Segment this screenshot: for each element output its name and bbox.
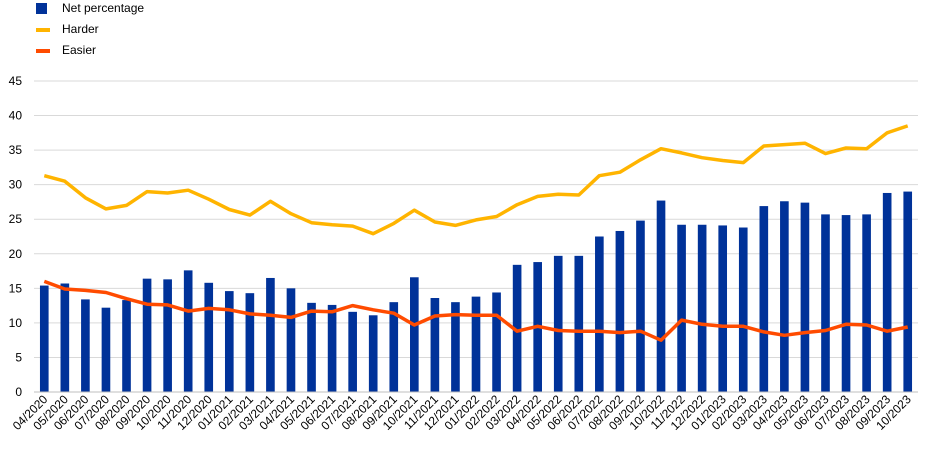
bar-net-percentage	[245, 293, 255, 392]
bar-net-percentage	[39, 285, 49, 392]
bar-net-percentage	[800, 202, 810, 392]
bar-net-percentage	[451, 302, 460, 392]
bar-net-percentage	[677, 224, 686, 392]
bar-net-percentage	[780, 201, 789, 392]
bar-net-percentage	[122, 300, 131, 392]
bar-net-percentage	[410, 277, 419, 392]
legend-swatch-easier	[36, 49, 50, 53]
y-tick-label: 40	[9, 109, 23, 123]
y-tick-label: 0	[15, 385, 22, 399]
x-axis-ticks: 04/202005/202006/202007/202008/202009/20…	[10, 392, 914, 433]
bar-net-percentage	[718, 225, 728, 392]
line-easier	[43, 279, 909, 342]
legend-swatch-harder	[36, 28, 50, 32]
bar-net-percentage	[471, 296, 481, 392]
bar-net-percentage	[697, 224, 707, 392]
legend-label-harder: Harder	[62, 22, 99, 36]
bar-net-percentage	[204, 282, 214, 392]
bar-net-percentage	[882, 192, 892, 392]
bar-net-percentage	[286, 288, 296, 392]
bar-net-percentage	[636, 220, 645, 392]
bar-net-percentage	[903, 191, 913, 392]
legend-label-net-percentage: Net percentage	[62, 1, 145, 15]
legend-label-easier: Easier	[62, 43, 97, 57]
bar-net-percentage	[738, 227, 748, 392]
bar-net-percentage	[389, 302, 399, 392]
bar-series	[39, 191, 913, 392]
bar-net-percentage	[348, 311, 357, 392]
y-tick-label: 45	[9, 74, 23, 88]
y-tick-label: 25	[9, 212, 23, 226]
bar-net-percentage	[574, 255, 584, 392]
y-tick-label: 10	[9, 316, 23, 330]
y-tick-label: 15	[9, 281, 23, 295]
line-series	[34, 124, 918, 393]
bar-net-percentage	[307, 302, 316, 392]
bar-net-percentage	[266, 277, 275, 392]
bar-net-percentage	[841, 215, 851, 392]
bar-net-percentage	[60, 283, 70, 392]
bar-net-percentage	[81, 299, 90, 392]
bar-net-percentage	[821, 214, 830, 392]
bar-net-percentage	[101, 307, 111, 392]
bar-net-percentage	[595, 236, 604, 392]
y-tick-label: 20	[9, 247, 23, 261]
bar-net-percentage	[430, 298, 440, 392]
bar-net-percentage	[163, 279, 172, 392]
bar-net-percentage	[142, 278, 152, 392]
bar-net-percentage	[615, 230, 625, 392]
y-axis-ticks: 0 5 10 15 20 25 30 35 40 45	[9, 74, 23, 399]
bar-net-percentage	[368, 315, 378, 392]
y-tick-label: 35	[9, 143, 23, 157]
y-tick-label: 5	[15, 350, 22, 364]
bar-net-percentage	[327, 304, 337, 392]
bar-net-percentage	[512, 264, 522, 392]
bar-net-percentage	[759, 206, 769, 392]
bar-net-percentage	[553, 255, 563, 392]
bar-net-percentage	[656, 200, 666, 392]
bar-net-percentage	[492, 292, 501, 392]
bar-net-percentage	[224, 291, 234, 392]
y-tick-label: 30	[9, 178, 23, 192]
bar-net-percentage	[862, 214, 871, 392]
bar-net-percentage	[183, 270, 193, 392]
legend-swatch-net-percentage	[36, 3, 47, 14]
line-harder	[43, 124, 909, 236]
